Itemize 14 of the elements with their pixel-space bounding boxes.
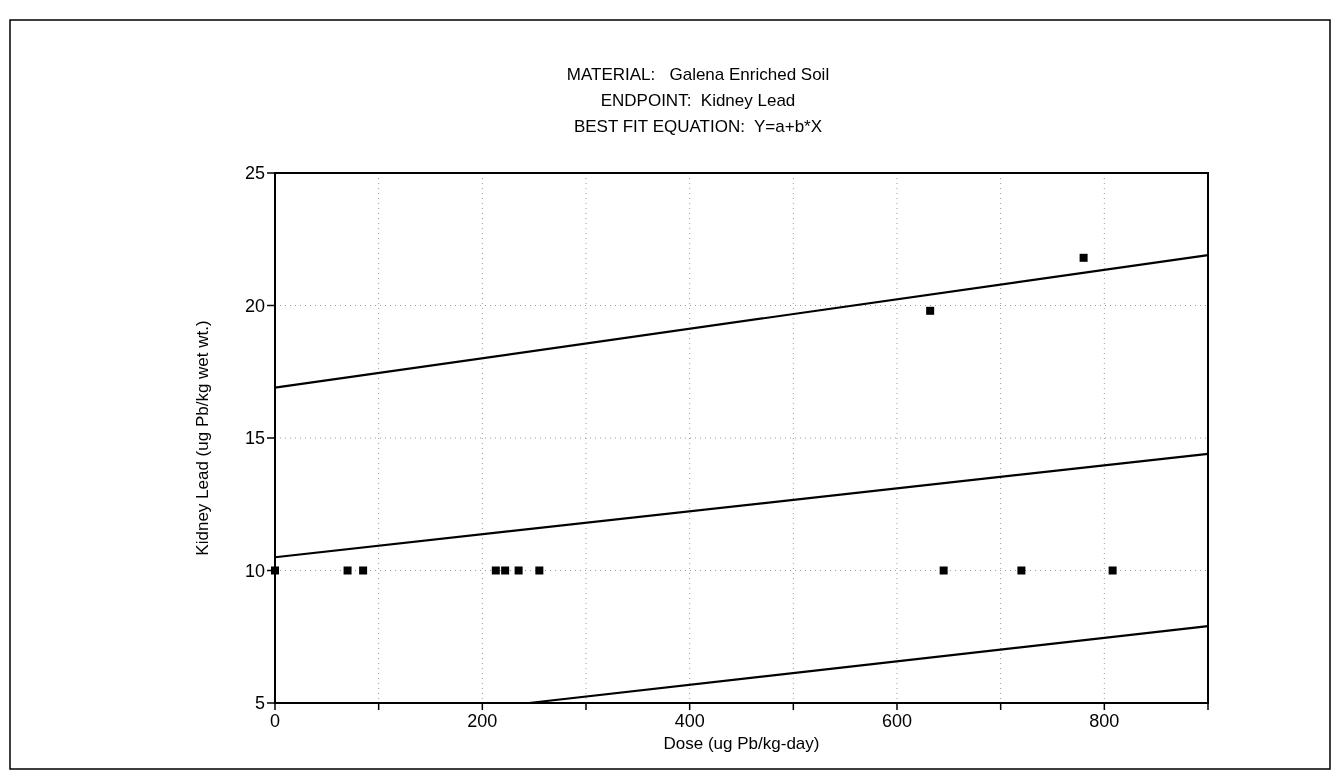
y-tick-label: 20 xyxy=(244,295,265,316)
y-tick-label: 25 xyxy=(244,163,265,183)
y-axis-title: Kidney Lead (ug Pb/kg wet wt.) xyxy=(193,320,212,556)
x-tick-label: 600 xyxy=(881,711,913,731)
x-tick-label: 200 xyxy=(467,711,498,731)
y-tick-label: 5 xyxy=(254,693,265,713)
x-tick-label: 0 xyxy=(269,711,281,731)
x-tick-label: 400 xyxy=(674,711,705,731)
chart-subtitle: ENDPOINT: Kidney Lead BEST FIT EQUATION: Y=a+b*X xyxy=(573,91,823,136)
chart-title: MATERIAL: Galena Enriched Soil xyxy=(566,65,830,84)
y-tick-label: 15 xyxy=(244,428,265,448)
y-tick-label: 10 xyxy=(244,560,265,581)
x-axis-title: Dose (ug Pb/kg-day) xyxy=(663,734,820,753)
x-tick-label: 800 xyxy=(1089,711,1120,731)
